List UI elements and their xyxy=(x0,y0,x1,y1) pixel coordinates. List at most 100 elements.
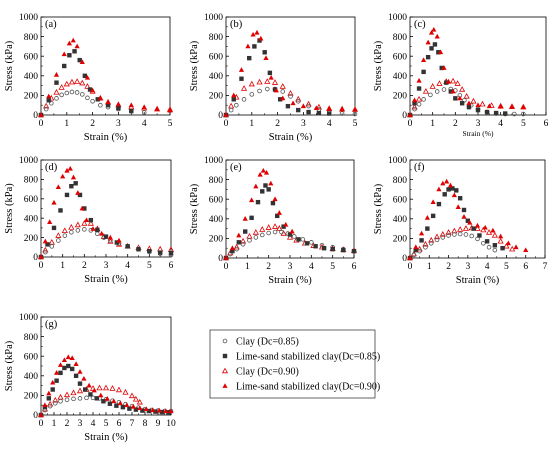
y-tick-label: 1000 xyxy=(204,13,223,23)
legend-label: Lime-sand stabilized clay(Dc=0.90) xyxy=(236,382,380,393)
x-tick-label: 4 xyxy=(142,119,147,129)
data-point xyxy=(68,223,75,230)
data-point xyxy=(416,86,422,91)
data-point xyxy=(452,232,457,237)
data-point xyxy=(486,103,492,109)
data-point xyxy=(313,105,319,111)
data-point xyxy=(103,234,109,239)
data-point xyxy=(45,242,50,247)
y-tick-label: 800 xyxy=(393,176,408,186)
y-tick-label: 400 xyxy=(209,72,224,82)
data-point xyxy=(287,232,293,237)
data-point xyxy=(51,199,57,205)
data-point xyxy=(492,243,498,248)
data-point xyxy=(70,37,76,43)
data-point xyxy=(465,218,471,223)
data-point xyxy=(416,77,422,83)
data-point xyxy=(418,230,425,236)
data-point xyxy=(46,93,52,99)
x-tick-label: 9 xyxy=(156,419,161,429)
y-axis-label: Stress (kPa) xyxy=(4,40,15,91)
data-point xyxy=(79,92,85,97)
x-tick-label: 2 xyxy=(82,261,87,271)
legend-marker-circle-open xyxy=(222,338,228,344)
data-point xyxy=(291,234,297,239)
data-point xyxy=(77,192,83,198)
data-point xyxy=(264,78,271,84)
data-point xyxy=(70,366,75,372)
data-point xyxy=(66,363,71,369)
data-point xyxy=(57,393,64,400)
y-tick-label: 600 xyxy=(209,195,224,205)
data-point xyxy=(280,230,287,236)
data-point xyxy=(457,95,463,101)
y-tick-label: 400 xyxy=(24,372,39,382)
data-point xyxy=(270,200,276,206)
x-tick-label: 6 xyxy=(169,261,174,271)
data-point xyxy=(54,378,59,383)
x-tick-label: 3 xyxy=(116,119,121,129)
data-point xyxy=(421,97,426,102)
data-point xyxy=(442,192,447,197)
data-point xyxy=(433,233,441,240)
data-point xyxy=(459,86,466,92)
data-point xyxy=(505,240,511,246)
data-point xyxy=(265,224,272,230)
y-tick-label: 800 xyxy=(24,33,39,43)
data-point xyxy=(87,87,93,92)
data-point xyxy=(285,103,291,109)
data-point xyxy=(64,167,70,173)
data-point xyxy=(480,241,486,246)
y-tick-label: 400 xyxy=(393,215,408,225)
y-tick-label: 200 xyxy=(393,235,408,245)
data-point xyxy=(352,106,358,112)
y-tick-label: 0 xyxy=(218,111,223,121)
x-tick-label: 4 xyxy=(309,262,314,272)
data-point xyxy=(68,78,76,85)
panel-label: (f) xyxy=(414,162,425,173)
data-point xyxy=(286,233,294,240)
y-tick-label: 800 xyxy=(393,33,408,43)
data-point xyxy=(71,396,76,402)
y-tick-label: 400 xyxy=(209,215,224,225)
data-point xyxy=(272,87,278,92)
data-point xyxy=(461,214,467,219)
data-point xyxy=(46,390,52,396)
x-tick-label: 5 xyxy=(147,261,152,271)
series-triangle-filled xyxy=(223,29,358,117)
data-point xyxy=(247,238,252,243)
data-point xyxy=(339,111,345,116)
data-point xyxy=(462,225,470,231)
data-point xyxy=(425,39,431,45)
data-point xyxy=(283,221,289,227)
data-point xyxy=(79,205,85,211)
data-point xyxy=(316,110,322,116)
data-point xyxy=(77,396,83,401)
data-point xyxy=(434,33,440,39)
y-tick-label: 0 xyxy=(402,111,407,121)
data-point xyxy=(69,183,74,189)
data-point xyxy=(412,106,417,112)
data-point xyxy=(231,92,237,98)
data-point xyxy=(115,386,123,393)
data-point xyxy=(85,95,90,101)
series-triangle-filled xyxy=(407,178,529,260)
data-point xyxy=(457,226,464,232)
panel-a: 0 200 400 600 800 1000 0 1 2 3 4 5 Strain (%) Stress … xyxy=(4,13,174,143)
y-tick-label: 400 xyxy=(24,72,39,82)
data-point xyxy=(47,219,53,224)
data-point xyxy=(128,392,136,399)
x-tick-label: 1 xyxy=(245,262,250,272)
x-tick-label: 5 xyxy=(168,119,173,129)
data-point xyxy=(412,101,417,106)
data-point xyxy=(266,230,271,236)
data-point xyxy=(56,238,61,243)
data-point xyxy=(351,248,357,254)
data-point xyxy=(82,73,88,78)
data-point xyxy=(268,74,274,80)
data-point xyxy=(422,88,429,94)
data-point xyxy=(136,247,141,252)
panel-label: (d) xyxy=(45,162,58,173)
data-point xyxy=(57,362,64,367)
data-point xyxy=(52,400,58,406)
